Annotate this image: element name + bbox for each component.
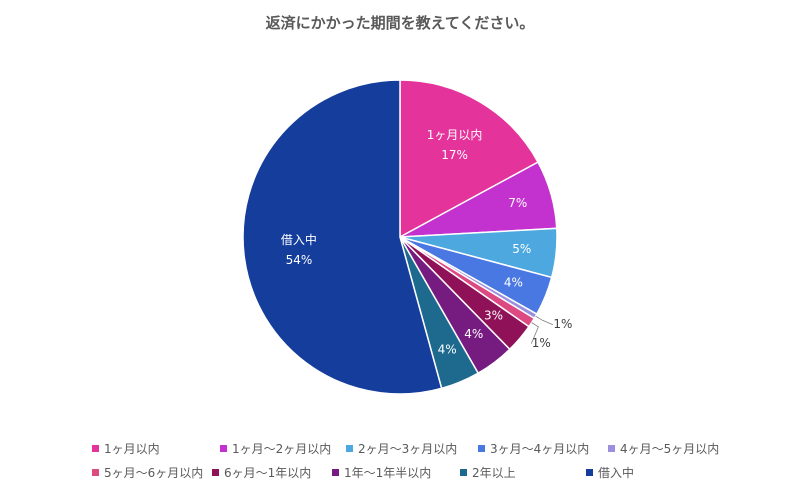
legend-swatch-9 [460, 468, 467, 476]
legend-label-1: 1ヶ月以内 [104, 441, 160, 456]
legend-label-5: 4ヶ月〜5ヶ月以内 [620, 441, 720, 456]
data-label-2: 7% [508, 196, 527, 210]
data-label-4: 4% [504, 276, 523, 290]
legend-item-7: 6ヶ月〜1年以内 [212, 464, 332, 481]
legend-label-2: 1ヶ月〜2ヶ月以内 [232, 441, 332, 456]
legend-swatch-8 [332, 468, 339, 476]
pie-slice-1 [399, 79, 539, 239]
leader-line-6 [530, 322, 539, 344]
legend-swatch-1 [92, 444, 99, 452]
data-label-7: 3% [484, 309, 503, 323]
legend-label-7: 6ヶ月〜1年以内 [224, 465, 312, 480]
legend-item-1: 1ヶ月以内 [92, 440, 220, 457]
data-label-9: 4% [438, 343, 457, 357]
legend-swatch-7 [212, 468, 219, 476]
legend-swatch-5 [608, 444, 615, 452]
legend-label-3: 2ヶ月〜3ヶ月以内 [358, 441, 458, 456]
data-label-10: 54% [286, 253, 313, 267]
legend-swatch-3 [346, 444, 353, 452]
legend-row-1: 1ヶ月以内 1ヶ月〜2ヶ月以内 2ヶ月〜3ヶ月以内 3ヶ月〜4ヶ月以内 4ヶ月〜5ヶ月以… [92, 436, 752, 460]
legend-item-10: 借入中 [586, 464, 666, 481]
legend-item-3: 2ヶ月〜3ヶ月以内 [346, 440, 478, 457]
leader-line-5 [535, 315, 554, 326]
data-label-5: 1% [553, 317, 572, 331]
legend-label-9: 2年以上 [472, 465, 516, 480]
data-label-3: 5% [512, 242, 531, 256]
legend-label-10: 借入中 [598, 465, 635, 480]
legend-item-9: 2年以上 [460, 464, 586, 481]
data-label-category-1: 1ヶ月以内 [427, 128, 483, 142]
chart-title: 返済にかかった期間を教えてください。 [265, 14, 535, 32]
legend-swatch-10 [586, 468, 593, 476]
legend-label-8: 1年〜1年半以内 [344, 465, 432, 480]
legend-item-5: 4ヶ月〜5ヶ月以内 [608, 440, 748, 457]
legend-item-4: 3ヶ月〜4ヶ月以内 [478, 440, 608, 457]
legend: 1ヶ月以内 1ヶ月〜2ヶ月以内 2ヶ月〜3ヶ月以内 3ヶ月〜4ヶ月以内 4ヶ月〜5ヶ月以… [92, 436, 752, 484]
legend-row-2: 5ヶ月〜6ヶ月以内 6ヶ月〜1年以内 1年〜1年半以内 2年以上 借入中 [92, 460, 752, 484]
legend-swatch-6 [92, 468, 99, 476]
pie-slice-10 [242, 79, 443, 395]
legend-swatch-4 [478, 444, 485, 452]
legend-item-8: 1年〜1年半以内 [332, 464, 460, 481]
data-label-category-10: 借入中 [281, 232, 317, 247]
legend-label-4: 3ヶ月〜4ヶ月以内 [490, 441, 590, 456]
legend-swatch-2 [220, 444, 227, 452]
legend-item-6: 5ヶ月〜6ヶ月以内 [92, 464, 212, 481]
legend-label-6: 5ヶ月〜6ヶ月以内 [104, 465, 204, 480]
data-label-1: 17% [441, 148, 468, 162]
data-label-8: 4% [464, 327, 483, 341]
legend-item-2: 1ヶ月〜2ヶ月以内 [220, 440, 346, 457]
data-label-6: 1% [532, 336, 551, 350]
